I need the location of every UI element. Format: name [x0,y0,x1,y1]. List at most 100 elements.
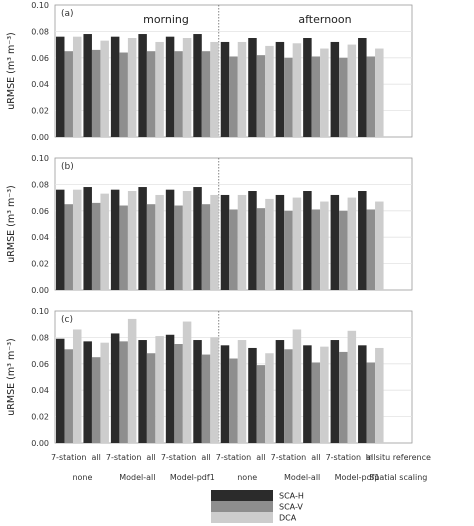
bar-sca-v [201,354,211,443]
bar-sca-h [165,334,175,443]
bar-dca [155,194,164,290]
bar-sca-h [358,38,367,137]
bar-sca-h [83,341,92,443]
bar-dca [210,194,219,290]
bar-sca-h [110,36,120,137]
y-tick-label: 0.02 [31,107,49,116]
bar-sca-v [146,204,156,290]
bar-sca-v [311,362,321,443]
bar-sca-h [138,340,147,443]
bar-dca [265,45,274,137]
bar-dca [320,346,329,443]
bar-dca [347,197,357,290]
bar-sca-h [165,36,175,137]
x-group-label: Model-all [284,473,320,482]
bar-sca-h [138,34,147,137]
bar-sca-v [284,57,293,137]
y-axis-label: uRMSE (m³ m⁻³) [6,338,17,415]
bar-sca-v [311,209,321,290]
bar-dca [375,48,384,138]
legend-label-sca-v: SCA-V [279,503,303,512]
y-tick-label: 0.04 [31,386,49,395]
bar-dca [72,189,82,290]
bar-sca-v [201,51,211,138]
x-category-label: 7-station [271,453,307,462]
bar-sca-h [193,187,202,290]
bar-dca [100,193,109,290]
bar-sca-v [284,349,293,443]
bar-sca-h [303,345,312,443]
bar-dca [72,36,82,137]
header-afternoon: afternoon [298,13,351,26]
bar-dca [320,201,329,290]
bar-dca [210,41,219,137]
y-axis-label: uRMSE (m³ m⁻³) [6,32,17,109]
y-tick-label: 0.08 [31,180,49,189]
bar-dca [265,353,274,443]
bar-sca-v [229,358,238,443]
bar-sca-v [311,56,321,138]
x-category-label: 7-station [161,453,197,462]
y-tick-label: 0.10 [31,1,49,10]
bar-sca-v [64,51,73,138]
bar-dca [292,329,302,443]
bar-sca-v [256,365,266,443]
bar-dca [155,336,164,443]
x-category-label: all [366,453,375,462]
x-group-label: Model-pdf1 [335,473,380,482]
x-category-label: 7-station [51,453,87,462]
bar-sca-h [248,38,257,137]
bar-dca [292,43,302,137]
bar-sca-v [174,51,183,138]
bar-dca [127,191,137,290]
x-category-label: In situ reference [366,453,431,462]
x-group-label: none [237,473,257,482]
bar-sca-h [330,194,340,290]
bar-dca [210,337,219,443]
x-group-label: none [72,473,92,482]
bar-sca-v [64,204,73,290]
bar-sca-v [146,51,156,138]
x-category-label: all [256,453,265,462]
bar-sca-h [330,41,340,137]
legend-swatch-sca-h [211,490,273,501]
bar-sca-v [119,205,128,290]
y-tick-label: 0.04 [31,80,49,89]
bar-sca-v [146,353,156,443]
bar-sca-v [366,56,376,138]
bar-dca [375,201,384,290]
bar-dca [155,41,164,137]
bar-sca-h [193,340,202,443]
y-tick-label: 0.10 [31,307,49,316]
y-tick-label: 0.08 [31,27,49,36]
bar-sca-v [339,57,348,137]
bar-dca [100,40,109,137]
bar-dca [127,318,137,443]
bar-sca-h [275,41,285,137]
bar-sca-h [275,194,285,290]
bar-sca-h [220,345,230,443]
bar-sca-v [339,210,348,290]
bar-sca-v [256,208,266,290]
bar-sca-h [303,191,312,290]
x-category-label: all [92,453,101,462]
y-tick-label: 0.04 [31,233,49,242]
y-tick-label: 0.06 [31,207,49,216]
bar-sca-h [330,340,340,443]
y-tick-label: 0.08 [31,333,49,342]
bar-sca-h [55,189,65,290]
bar-dca [237,41,247,137]
bar-sca-h [220,41,230,137]
legend-label-dca: DCA [279,514,297,523]
x-group-label: Spatial scaling [369,473,427,482]
bar-sca-v [174,205,183,290]
bar-sca-h [110,189,120,290]
panel-label: (a) [61,9,74,19]
bar-dca [72,329,82,443]
y-axis-label: uRMSE (m³ m⁻³) [6,185,17,262]
bar-sca-h [110,333,120,443]
bar-sca-h [55,36,65,137]
x-category-label: all [146,453,155,462]
bar-sca-h [55,338,65,443]
y-tick-label: 0.06 [31,360,49,369]
